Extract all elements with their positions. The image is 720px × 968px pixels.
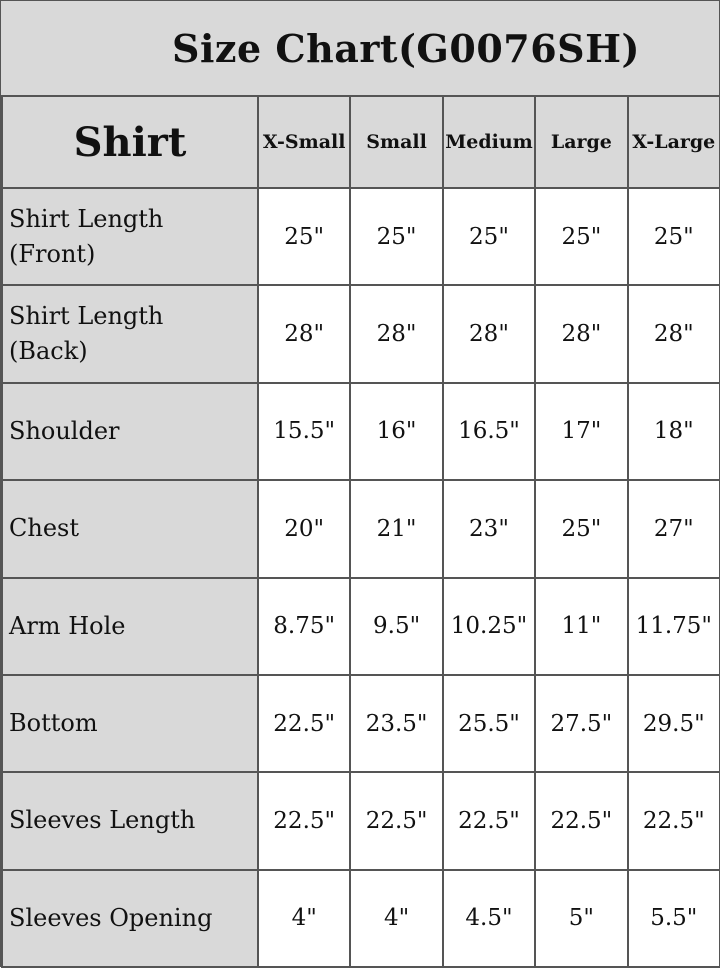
measurement-value: 20" <box>256 479 352 579</box>
measurement-value: 25" <box>534 479 629 579</box>
measurement-value: 4" <box>349 868 444 968</box>
table-row: Bottom 22.5" 23.5" 25.5" 27.5" 29.5" <box>1 673 720 774</box>
measurement-value: 28" <box>534 284 629 384</box>
size-header: Small <box>349 95 444 189</box>
measurement-label: Sleeves Length <box>1 771 259 871</box>
measurement-value: 4" <box>256 868 352 968</box>
measurement-value: 23" <box>441 479 537 579</box>
measurement-value: 28" <box>256 284 352 384</box>
measurement-value: 16" <box>349 381 444 482</box>
table-row: Shirt Length (Front) 25" 25" 25" 25" 25" <box>1 186 720 287</box>
measurement-value: 17" <box>534 381 629 482</box>
measurement-value: 15.5" <box>256 381 352 482</box>
measurement-value: 21" <box>349 479 444 579</box>
measurement-value: 29.5" <box>626 673 720 774</box>
measurement-value: 4.5" <box>441 868 537 968</box>
measurement-value: 25.5" <box>441 673 537 774</box>
measurement-value: 16.5" <box>441 381 537 482</box>
size-header: Medium <box>441 95 537 189</box>
table-row: Chest 20" 21" 23" 25" 27" <box>1 479 720 579</box>
measurement-value: 9.5" <box>349 576 444 676</box>
measurement-value: 25" <box>534 186 629 287</box>
table-row: Sleeves Opening 4" 4" 4.5" 5" 5.5" <box>1 868 720 968</box>
measurement-value: 22.5" <box>534 771 629 871</box>
size-header: X-Large <box>626 95 720 189</box>
measurement-label: Bottom <box>1 673 259 774</box>
measurement-value: 22.5" <box>256 771 352 871</box>
table-row: Shoulder 15.5" 16" 16.5" 17" 18" <box>1 381 720 482</box>
table-row: Sleeves Length 22.5" 22.5" 22.5" 22.5" 22.5" <box>1 771 720 871</box>
measurement-value: 28" <box>626 284 720 384</box>
measurement-label: Shoulder <box>1 381 259 482</box>
measurement-value: 22.5" <box>626 771 720 871</box>
measurement-label: Shirt Length (Front) <box>1 186 259 287</box>
size-header: Large <box>534 95 629 189</box>
measurement-value: 25" <box>256 186 352 287</box>
measurement-value: 5.5" <box>626 868 720 968</box>
measurement-label: Sleeves Opening <box>1 868 259 968</box>
measurement-value: 11.75" <box>626 576 720 676</box>
measurement-label: Chest <box>1 479 259 579</box>
measurement-value: 27" <box>626 479 720 579</box>
measurement-value: 22.5" <box>349 771 444 871</box>
header-row: Shirt X-Small Small Medium Large X-Large <box>1 95 720 189</box>
measurement-value: 18" <box>626 381 720 482</box>
measurement-label: Arm Hole <box>1 576 259 676</box>
measurement-value: 25" <box>349 186 444 287</box>
measurement-label: Shirt Length (Back) <box>1 284 259 384</box>
measurement-value: 11" <box>534 576 629 676</box>
table-row: Arm Hole 8.75" 9.5" 10.25" 11" 11.75" <box>1 576 720 676</box>
size-table: Shirt X-Small Small Medium Large X-Large… <box>1 95 720 968</box>
measurement-value: 10.25" <box>441 576 537 676</box>
measurement-value: 28" <box>441 284 537 384</box>
measurement-value: 25" <box>441 186 537 287</box>
chart-title: Size Chart(G0076SH) <box>172 25 640 71</box>
measurement-value: 25" <box>626 186 720 287</box>
measurement-value: 28" <box>349 284 444 384</box>
measurement-value: 27.5" <box>534 673 629 774</box>
measurement-value: 23.5" <box>349 673 444 774</box>
measurement-value: 22.5" <box>441 771 537 871</box>
measurement-value: 22.5" <box>256 673 352 774</box>
table-row: Shirt Length (Back) 28" 28" 28" 28" 28" <box>1 284 720 384</box>
corner-header: Shirt <box>1 95 259 189</box>
size-header: X-Small <box>256 95 352 189</box>
measurement-value: 8.75" <box>256 576 352 676</box>
measurement-value: 5" <box>534 868 629 968</box>
